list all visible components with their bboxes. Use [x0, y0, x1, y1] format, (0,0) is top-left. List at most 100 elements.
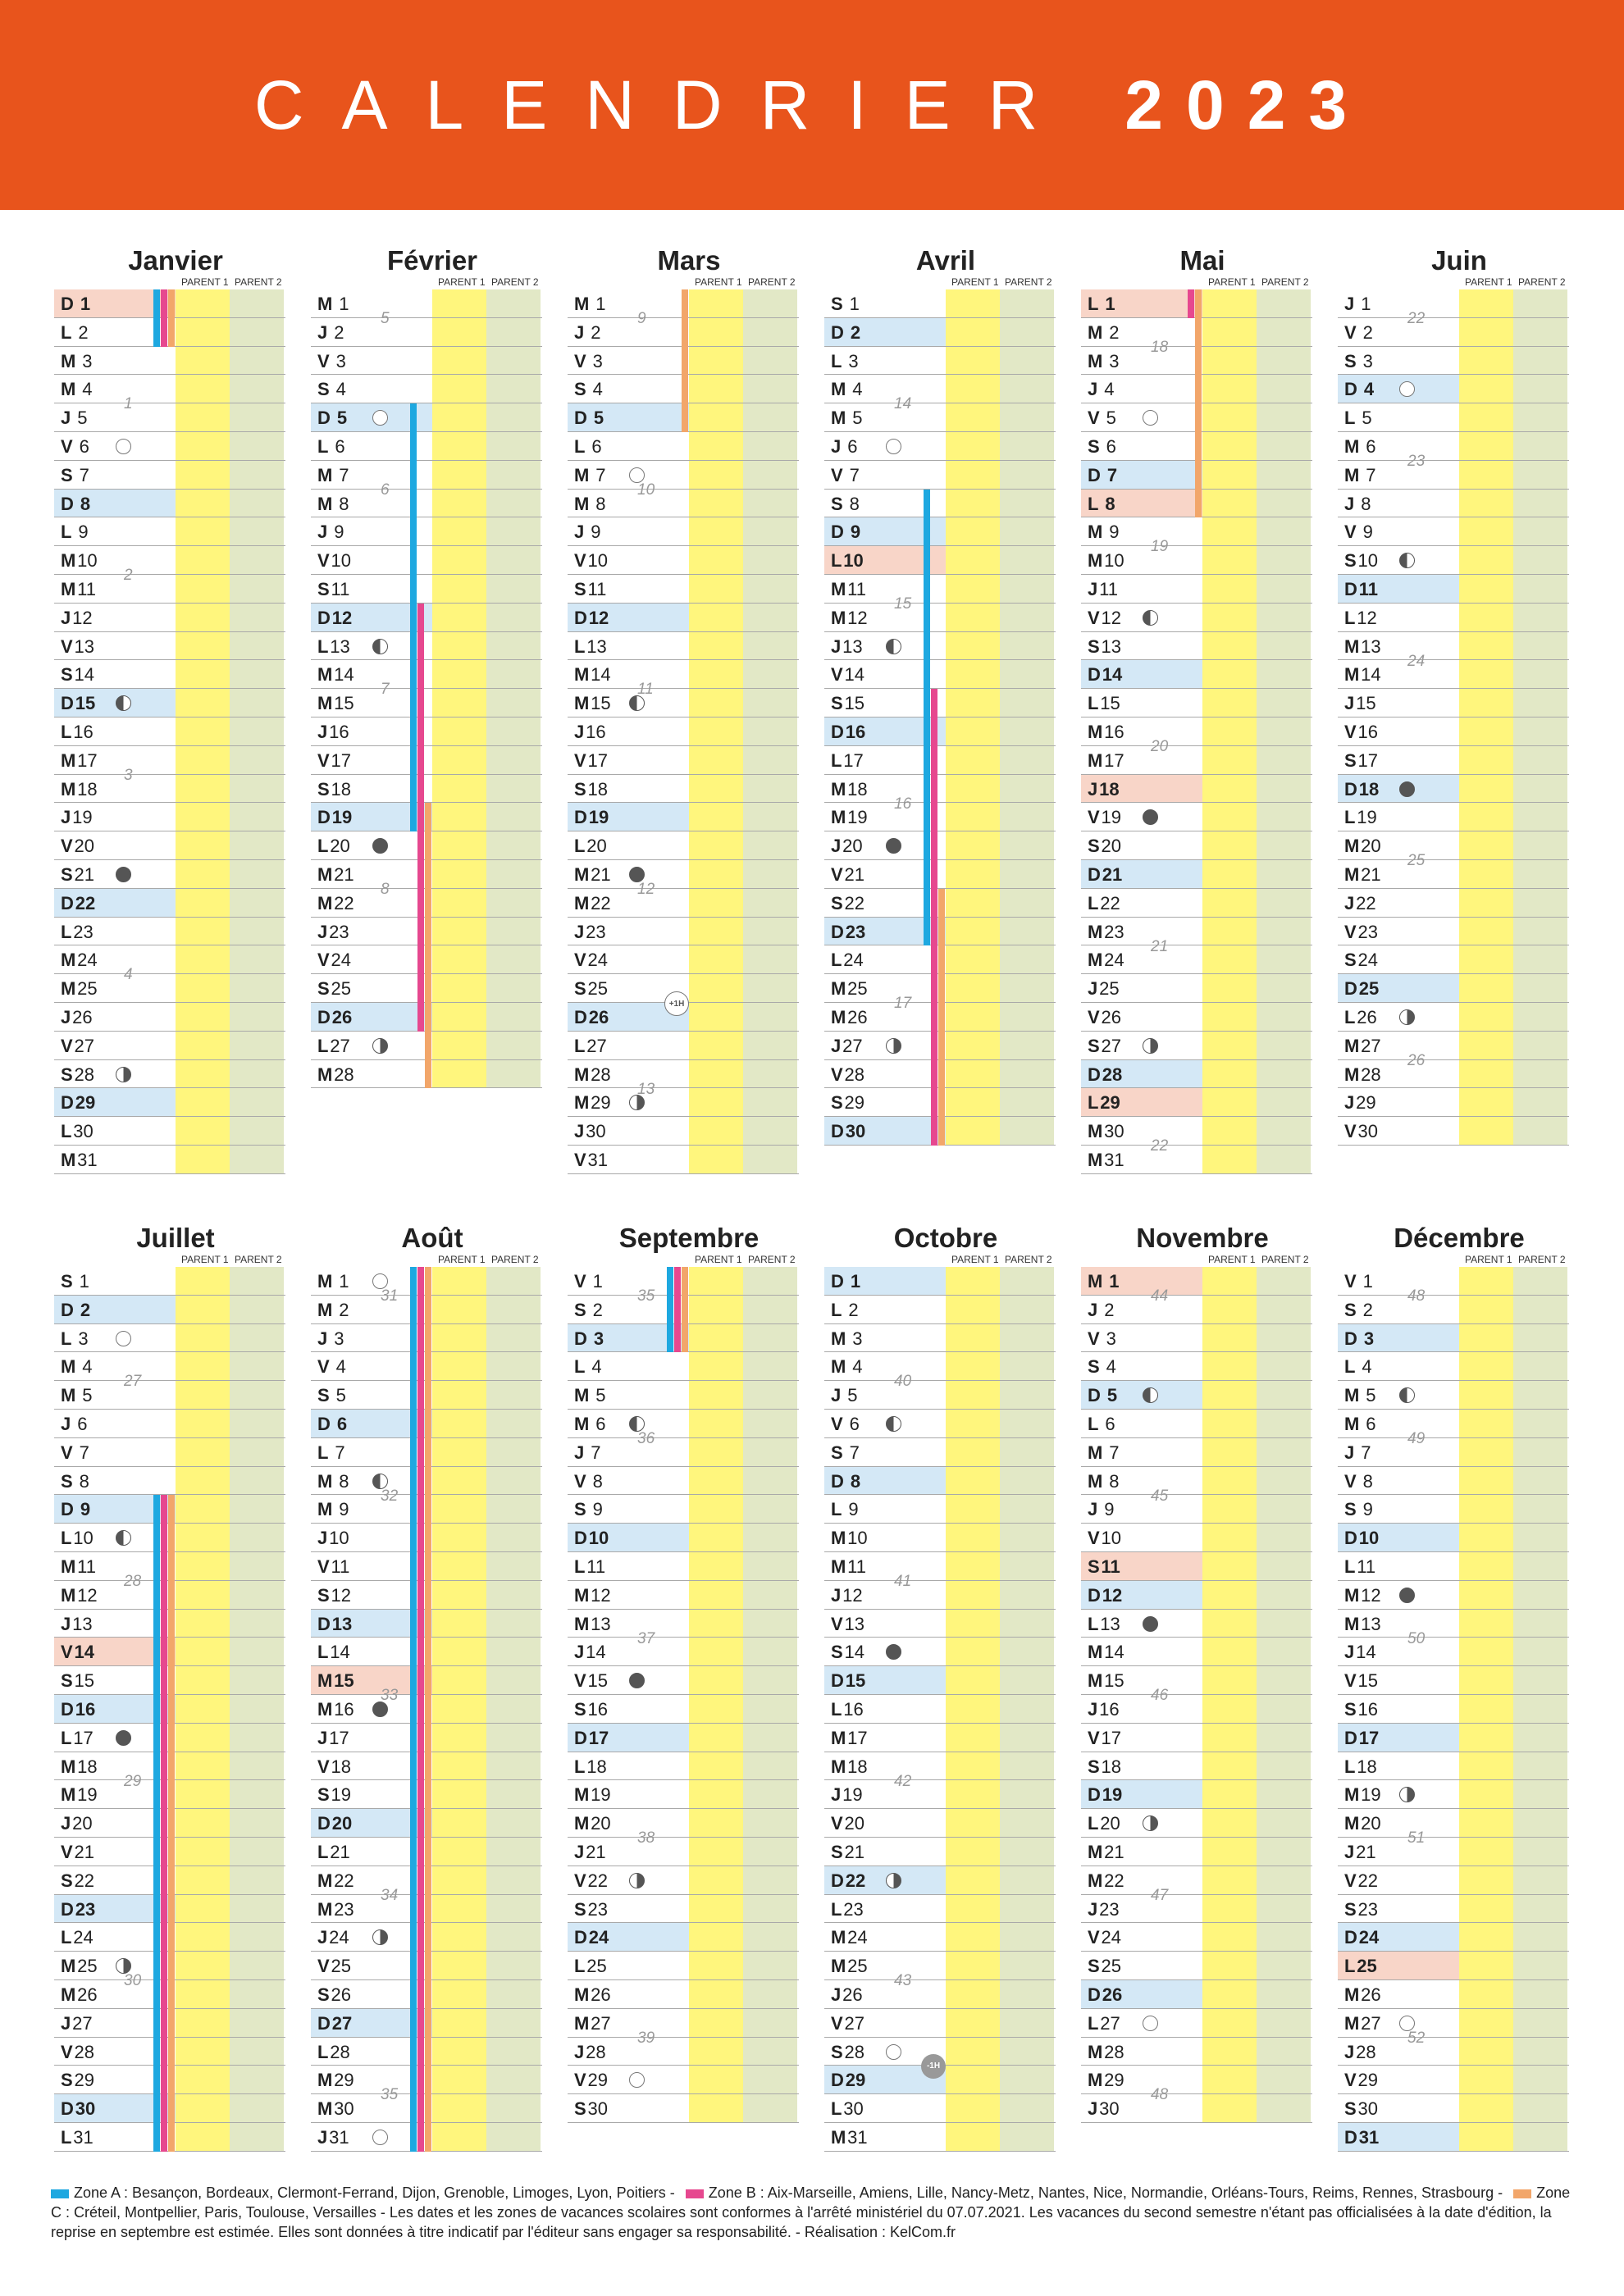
day-row[interactable]: M 29 — [568, 1088, 799, 1118]
day-row[interactable]: V 8 — [1338, 1467, 1569, 1496]
day-row[interactable]: M 3 — [824, 1324, 1056, 1353]
day-row[interactable]: M 7 — [1081, 1438, 1312, 1467]
day-row[interactable]: V 6 — [54, 432, 285, 461]
parent2-column[interactable] — [1257, 1267, 1311, 2123]
day-row[interactable]: M 22 — [568, 889, 799, 918]
parent2-column[interactable] — [1257, 289, 1311, 1174]
day-row[interactable]: M 25 — [54, 974, 285, 1003]
day-row[interactable]: L 30 — [824, 2094, 1056, 2123]
day-row[interactable]: M 10 — [1081, 546, 1312, 575]
day-row[interactable]: V 15 — [1338, 1666, 1569, 1695]
day-row[interactable]: M 18 — [824, 1752, 1056, 1781]
day-row[interactable]: M 7 — [568, 461, 799, 490]
day-row[interactable]: J 19 — [824, 1780, 1056, 1810]
day-row[interactable]: M 6 — [1338, 1410, 1569, 1438]
day-row[interactable]: D 15 — [54, 689, 285, 718]
day-row[interactable]: D 2 — [824, 317, 1056, 347]
day-row[interactable]: M 12 — [824, 604, 1056, 632]
day-row[interactable]: J 13 — [824, 632, 1056, 661]
day-row[interactable]: V 19 — [1081, 803, 1312, 832]
day-row[interactable]: M 26 — [1338, 1980, 1569, 2009]
day-row[interactable]: M 13 — [1338, 632, 1569, 661]
day-row[interactable]: M 1 — [311, 289, 542, 318]
day-row[interactable]: D 12 — [568, 603, 799, 632]
day-row[interactable]: M 28 — [1338, 1060, 1569, 1089]
parent1-column[interactable] — [1459, 1267, 1513, 2152]
day-row[interactable]: S 30 — [568, 2094, 799, 2123]
day-row[interactable]: V 14 — [824, 660, 1056, 690]
day-row[interactable]: D 25 — [1338, 974, 1569, 1003]
day-row[interactable]: J 9 — [568, 517, 799, 547]
day-row[interactable]: V 27 — [824, 2009, 1056, 2038]
day-row[interactable]: V 21 — [824, 860, 1056, 889]
day-row[interactable]: V 9 — [1338, 517, 1569, 547]
day-row[interactable]: L 4 — [568, 1352, 799, 1382]
day-row[interactable]: M 8 — [311, 490, 542, 518]
parent1-column[interactable] — [946, 1267, 1000, 2152]
parent2-column[interactable] — [1000, 289, 1054, 1146]
day-row[interactable]: L 23 — [54, 918, 285, 946]
day-row[interactable]: S 11 — [1081, 1552, 1312, 1581]
day-row[interactable]: J 22 — [1338, 889, 1569, 918]
day-row[interactable]: S 16 — [568, 1695, 799, 1724]
day-row[interactable]: S 18 — [311, 775, 542, 804]
day-row[interactable]: L 3 — [824, 347, 1056, 376]
day-row[interactable]: M 11 — [54, 575, 285, 604]
day-row[interactable]: S 23 — [568, 1895, 799, 1924]
day-row[interactable]: J 15 — [1338, 689, 1569, 718]
day-row[interactable]: S 9 — [1338, 1495, 1569, 1524]
day-row[interactable]: M 10 — [54, 546, 285, 575]
day-row[interactable]: D 10 — [1338, 1524, 1569, 1552]
day-row[interactable]: M 11 — [824, 575, 1056, 604]
day-row[interactable]: L 26 — [1338, 1003, 1569, 1032]
day-row[interactable]: J 9 — [311, 517, 542, 547]
day-row[interactable]: L 11 — [1338, 1552, 1569, 1581]
day-row[interactable]: J 9 — [1081, 1495, 1312, 1524]
day-row[interactable]: S 13 — [1081, 632, 1312, 661]
day-row[interactable]: M 14 — [1338, 660, 1569, 690]
day-row[interactable]: J 6 — [824, 432, 1056, 461]
day-row[interactable]: V 26 — [1081, 1003, 1312, 1032]
day-row[interactable]: J 21 — [568, 1838, 799, 1866]
day-row[interactable]: J 7 — [568, 1438, 799, 1467]
day-row[interactable]: M 19 — [824, 803, 1056, 832]
parent1-column[interactable] — [946, 289, 1000, 1146]
day-row[interactable]: M 5 — [568, 1381, 799, 1410]
day-row[interactable]: J 16 — [568, 718, 799, 746]
day-row[interactable]: J 20 — [824, 831, 1056, 860]
day-row[interactable]: J 16 — [311, 718, 542, 746]
day-row[interactable]: V 8 — [568, 1467, 799, 1496]
day-row[interactable]: D 28 — [1081, 1059, 1312, 1089]
day-row[interactable]: V 12 — [1081, 604, 1312, 632]
day-row[interactable]: V 22 — [1338, 1866, 1569, 1895]
day-row[interactable]: V 31 — [568, 1146, 799, 1174]
day-row[interactable]: M 17 — [1081, 746, 1312, 775]
day-row[interactable]: V 20 — [54, 831, 285, 860]
day-row[interactable]: M 5 — [54, 1381, 285, 1410]
day-row[interactable]: M 18 — [54, 775, 285, 804]
day-row[interactable]: V 3 — [1081, 1324, 1312, 1353]
day-row[interactable]: M 15 — [1081, 1666, 1312, 1695]
day-row[interactable]: D 16 — [824, 718, 1056, 746]
day-row[interactable]: S 20 — [1081, 831, 1312, 860]
day-row[interactable]: V 13 — [54, 632, 285, 661]
day-row[interactable]: M 4 — [54, 375, 285, 404]
day-row[interactable]: D 12 — [1081, 1580, 1312, 1610]
day-row[interactable]: D 2 — [54, 1295, 285, 1324]
parent1-column[interactable] — [689, 289, 743, 1174]
day-row[interactable]: M 3 — [54, 347, 285, 376]
day-row[interactable]: L 15 — [1081, 689, 1312, 718]
day-row[interactable]: M 24 — [824, 1923, 1056, 1952]
day-row[interactable]: M 31 — [54, 1146, 285, 1174]
day-row[interactable]: M 14 — [311, 660, 542, 690]
day-row[interactable]: L 13 — [568, 632, 799, 661]
day-row[interactable]: L 12 — [1338, 604, 1569, 632]
day-row[interactable]: L 10 — [824, 546, 1056, 575]
day-row[interactable]: S 18 — [1081, 1752, 1312, 1781]
day-row[interactable]: M 25 — [54, 1952, 285, 1980]
day-row[interactable]: D 18 — [1338, 774, 1569, 804]
day-row[interactable]: S 9 — [568, 1495, 799, 1524]
day-row[interactable]: D 5 — [311, 403, 542, 432]
day-row[interactable]: M 22 — [1081, 1866, 1312, 1895]
day-row[interactable]: J 8 — [1338, 490, 1569, 518]
